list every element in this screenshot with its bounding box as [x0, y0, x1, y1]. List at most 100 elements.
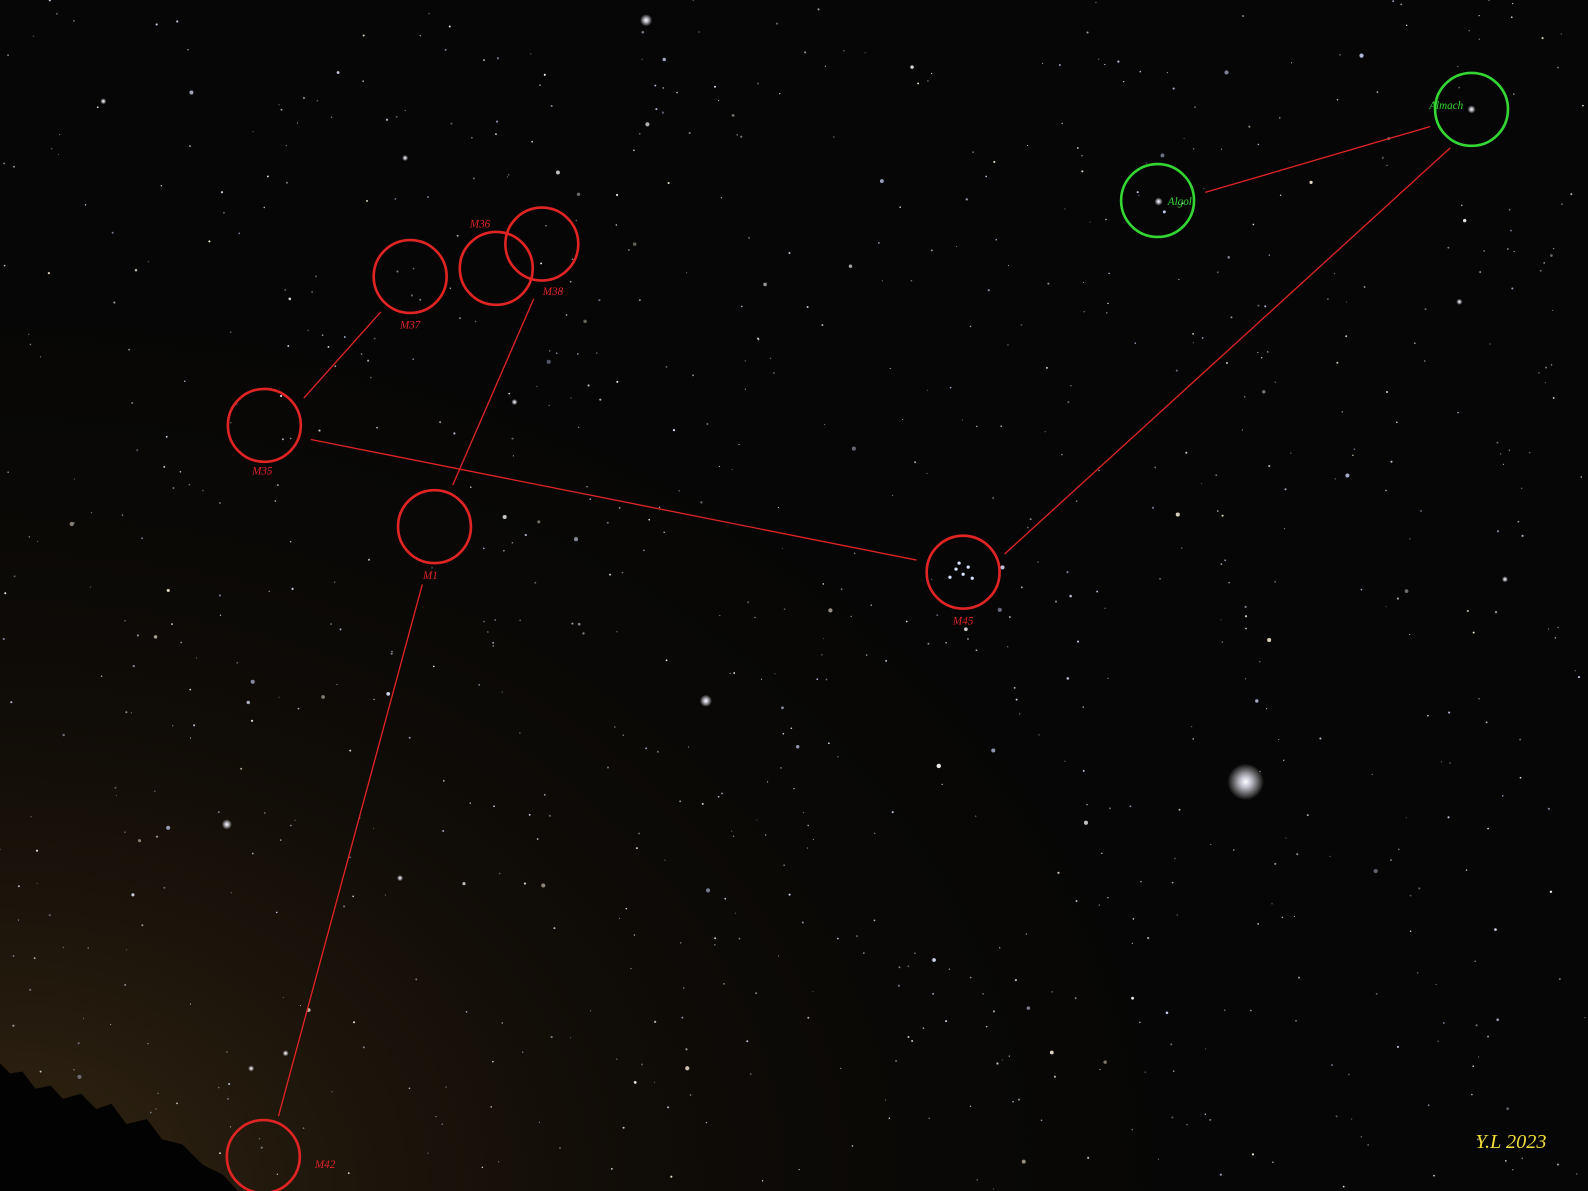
- star: [1457, 412, 1459, 414]
- star: [1503, 464, 1504, 465]
- star: [396, 270, 398, 272]
- star: [1466, 869, 1467, 870]
- star: [1076, 500, 1077, 501]
- star: [1130, 805, 1132, 807]
- star: [1192, 333, 1194, 335]
- star: [125, 711, 127, 713]
- star: [83, 1018, 84, 1019]
- star: [361, 353, 363, 355]
- star: [193, 724, 195, 726]
- star: [18, 919, 19, 920]
- star: [1158, 1159, 1159, 1160]
- star: [286, 145, 288, 147]
- star: [317, 100, 319, 102]
- star: [51, 148, 53, 150]
- star: [657, 751, 659, 753]
- star: [1064, 208, 1065, 209]
- star: [135, 269, 138, 272]
- star: [655, 108, 657, 110]
- star: [487, 631, 488, 632]
- star: [251, 680, 255, 684]
- star: [774, 673, 775, 674]
- star: [898, 985, 900, 987]
- star: [1278, 739, 1279, 740]
- star: [376, 427, 378, 429]
- star: [1015, 979, 1017, 981]
- star: [1109, 807, 1111, 809]
- signature: Y.L 2023: [1476, 1131, 1547, 1153]
- star: [1027, 527, 1028, 528]
- star: [1409, 634, 1410, 635]
- star: [780, 767, 781, 768]
- star: [373, 699, 374, 700]
- star: [1409, 538, 1410, 539]
- star: [885, 1099, 886, 1100]
- star: [136, 449, 138, 451]
- star: [14, 575, 16, 577]
- night-sky-photo: M37M36M38M35M1M45M42AlgolAlmach Y.L 2023: [0, 0, 1588, 1191]
- star: [1487, 1036, 1489, 1038]
- star: [763, 283, 767, 287]
- star: [662, 112, 664, 114]
- star: [58, 154, 59, 155]
- star: [1105, 608, 1106, 609]
- star: [745, 389, 746, 390]
- object-label: M45: [952, 615, 974, 627]
- star: [1177, 915, 1178, 916]
- star: [902, 419, 903, 420]
- star: [628, 249, 630, 251]
- star: [154, 790, 156, 792]
- star: [1248, 126, 1250, 128]
- star: [692, 374, 694, 376]
- star: [1202, 337, 1204, 339]
- star: [1307, 814, 1309, 816]
- star: [1066, 571, 1068, 573]
- star: [931, 579, 932, 580]
- star: [1163, 210, 1166, 213]
- star: [729, 673, 730, 674]
- star: [56, 13, 58, 15]
- star: [445, 1086, 447, 1088]
- star: [706, 888, 710, 892]
- star: [189, 689, 191, 691]
- star: [352, 896, 354, 898]
- star: [1336, 362, 1338, 364]
- star: [33, 36, 34, 37]
- star: [297, 122, 298, 123]
- star: [1405, 589, 1409, 593]
- star: [719, 466, 720, 467]
- star: [578, 623, 581, 626]
- star: [462, 882, 465, 885]
- bright-star: [1155, 197, 1163, 205]
- star: [685, 1066, 689, 1070]
- star: [1210, 844, 1211, 845]
- star: [1561, 34, 1562, 35]
- star: [322, 334, 324, 336]
- star: [1217, 510, 1219, 512]
- star: [762, 1180, 763, 1181]
- star: [970, 977, 972, 979]
- star: [666, 659, 668, 661]
- star: [1368, 1144, 1369, 1145]
- star: [124, 984, 126, 986]
- star: [1077, 641, 1079, 643]
- star: [850, 616, 851, 617]
- star: [932, 958, 936, 962]
- star: [1582, 105, 1584, 107]
- star: [508, 174, 510, 176]
- star: [29, 989, 31, 991]
- star: [1081, 155, 1082, 156]
- star: [7, 54, 8, 55]
- star: [662, 87, 663, 88]
- star: [796, 745, 799, 748]
- star: [137, 634, 139, 636]
- star: [1500, 453, 1502, 455]
- star: [73, 20, 75, 22]
- bright-star: [511, 399, 517, 405]
- star: [494, 619, 495, 620]
- star: [849, 264, 852, 267]
- star: [998, 608, 1002, 612]
- star: [493, 805, 495, 807]
- star: [294, 820, 295, 821]
- star: [812, 991, 813, 992]
